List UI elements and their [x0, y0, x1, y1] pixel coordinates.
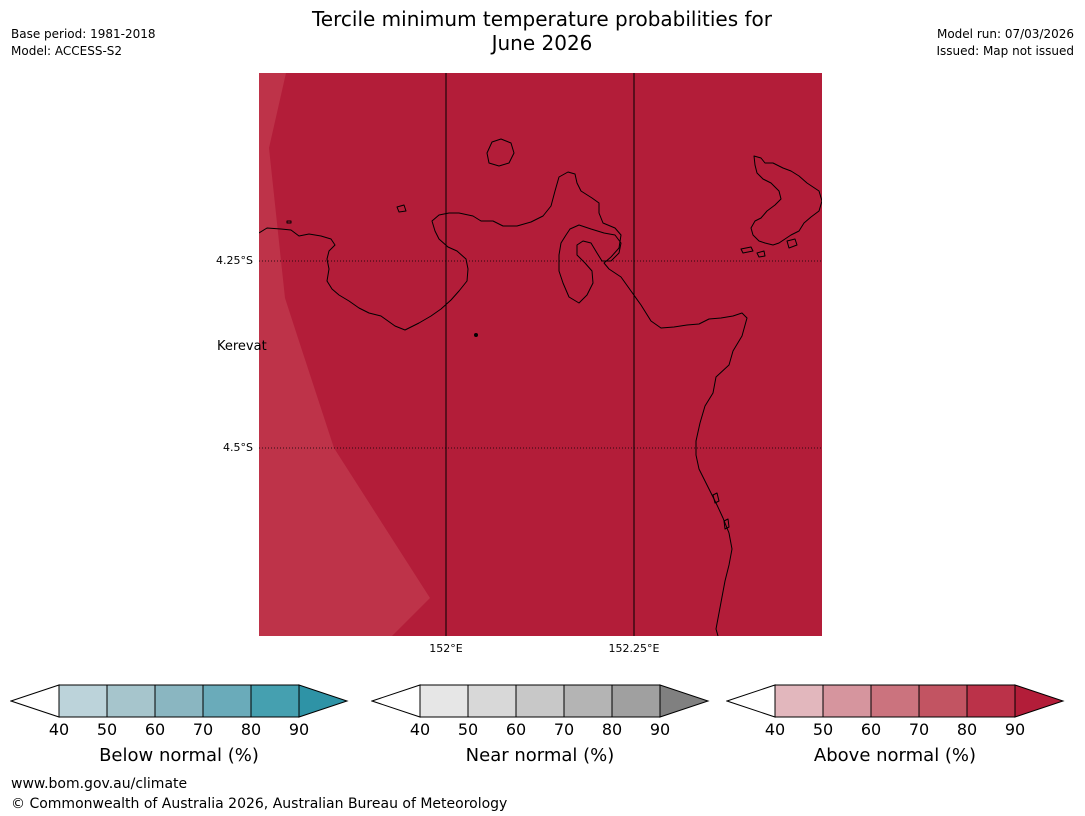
legend-near-title: Near normal (%): [465, 745, 615, 766]
legend-below-tick-60: 60: [144, 720, 166, 739]
legend-below-low-arrow: [10, 684, 60, 718]
model-text: Model: ACCESS-S2: [11, 44, 123, 58]
legend-above-tick-40: 40: [764, 720, 786, 739]
legend-near-tick-60: 60: [505, 720, 527, 739]
legend-near-tick-70: 70: [553, 720, 575, 739]
model-run-text: Model run: 07/03/2026: [936, 27, 1074, 41]
base-period-text: Base period: 1981-2018: [11, 27, 156, 41]
legend-below-tick-80: 80: [240, 720, 262, 739]
legend-below-segment-4: [202, 684, 252, 718]
footer-url: www.bom.gov.au/climate: [11, 776, 188, 792]
legend-near-segment-1: [419, 684, 469, 718]
legend-near-tick-80: 80: [601, 720, 623, 739]
legend-below-segment-1: [58, 684, 108, 718]
map-title-line2: June 2026: [491, 31, 593, 55]
legend-above-tick-80: 80: [956, 720, 978, 739]
legend-near-segment-4: [563, 684, 613, 718]
lat-label-4-25s: 4.25°S: [216, 254, 253, 267]
map-field-band: [259, 73, 430, 636]
legend-near-segment-5: [611, 684, 661, 718]
kerevat-marker: [474, 333, 478, 337]
legend-below-segment-2: [106, 684, 156, 718]
legend-above-segment-3: [870, 684, 920, 718]
legend-near-low-arrow: [371, 684, 421, 718]
legend-above-tick-90: 90: [1004, 720, 1026, 739]
header-left-info: Base period: 1981-2018 Model: ACCESS-S2: [11, 26, 156, 60]
footer: www.bom.gov.au/climate © Commonwealth of…: [11, 774, 507, 814]
legend-above-tick-50: 50: [812, 720, 834, 739]
legend-above-segment-5: [966, 684, 1016, 718]
legend-above-segment-4: [918, 684, 968, 718]
legend-above-low-arrow: [726, 684, 776, 718]
legend-below-high-arrow: [298, 684, 349, 718]
legend-near-tick-50: 50: [457, 720, 479, 739]
footer-copyright: © Commonwealth of Australia 2026, Austra…: [11, 796, 508, 812]
legend-near-tick-90: 90: [649, 720, 671, 739]
legend-near-segment-2: [467, 684, 517, 718]
legend-near-segment-3: [515, 684, 565, 718]
probability-map: [259, 73, 822, 636]
legend-above-segment-2: [822, 684, 872, 718]
lat-label-4-5s: 4.5°S: [223, 441, 253, 454]
legend-above-segment-1: [774, 684, 824, 718]
legend-below-normal-bar: [10, 684, 349, 718]
legend-near-tick-40: 40: [409, 720, 431, 739]
legend-near-normal-bar: [371, 684, 710, 718]
issued-text: Issued: Map not issued: [936, 44, 1074, 58]
map-title-line1: Tercile minimum temperature probabilitie…: [311, 7, 773, 31]
legend-above-title: Above normal (%): [813, 745, 977, 766]
legend-above-normal-bar: [726, 684, 1065, 718]
place-label-kerevat: Kerevat: [217, 339, 267, 354]
coastline: [259, 138, 822, 636]
legend-above-tick-70: 70: [908, 720, 930, 739]
legend-below-tick-90: 90: [288, 720, 310, 739]
legend-below-tick-70: 70: [192, 720, 214, 739]
lon-label-152e: 152°E: [429, 642, 463, 655]
legend-above-tick-60: 60: [860, 720, 882, 739]
map-svg: [259, 73, 822, 636]
legend-below-segment-5: [250, 684, 300, 718]
legend-below-title: Below normal (%): [99, 745, 259, 766]
map-title: Tercile minimum temperature probabilitie…: [242, 7, 842, 55]
lon-label-152-25e: 152.25°E: [608, 642, 660, 655]
legend-above-high-arrow: [1014, 684, 1065, 718]
legend-below-segment-3: [154, 684, 204, 718]
legend-below-tick-50: 50: [96, 720, 118, 739]
legend-near-high-arrow: [659, 684, 710, 718]
header-right-info: Model run: 07/03/2026 Issued: Map not is…: [936, 26, 1074, 60]
legend-below-tick-40: 40: [48, 720, 70, 739]
